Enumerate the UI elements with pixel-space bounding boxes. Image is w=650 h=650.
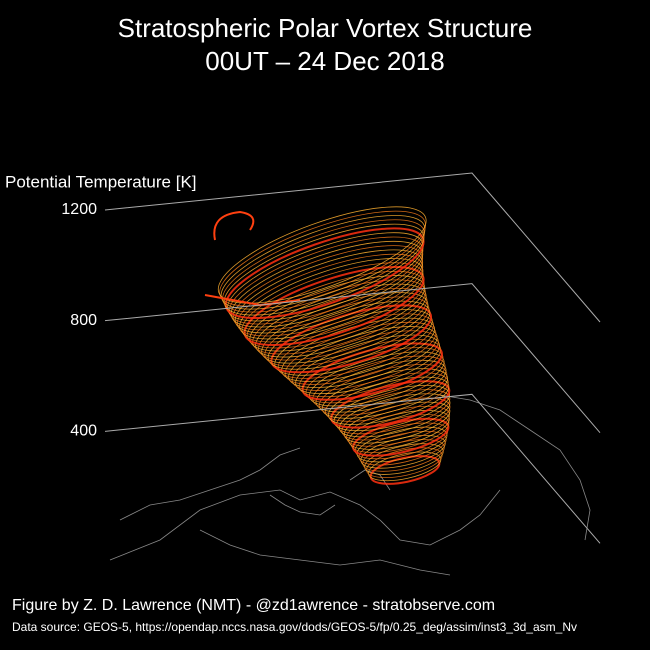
vortex-contour [261,292,429,364]
vortex-contour [239,258,424,340]
vortex-contour [217,206,427,304]
grid-line [104,283,601,433]
chart-title: Stratospheric Polar Vortex Structure [118,13,533,43]
z-tick-label: 400 [70,423,97,440]
data-source: Data source: GEOS-5, https://opendap.ncc… [12,620,577,634]
credit: Figure by Z. D. Lawrence (NMT) - @zd1awr… [12,597,495,614]
z-tick-label: 800 [70,312,97,329]
vortex-contour [338,393,451,438]
vortex [204,206,451,485]
vortex-contour [327,376,450,425]
grid-line [104,393,601,544]
chart-subtitle: 00UT – 24 Dec 2018 [205,46,444,76]
z-tick-label: 1200 [61,201,97,218]
z-axis-label: Potential Temperature [K] [5,172,197,191]
coastlines [109,394,591,576]
vortex-contour [330,380,451,429]
grid-line [104,172,601,323]
vortex-contour [308,351,445,407]
